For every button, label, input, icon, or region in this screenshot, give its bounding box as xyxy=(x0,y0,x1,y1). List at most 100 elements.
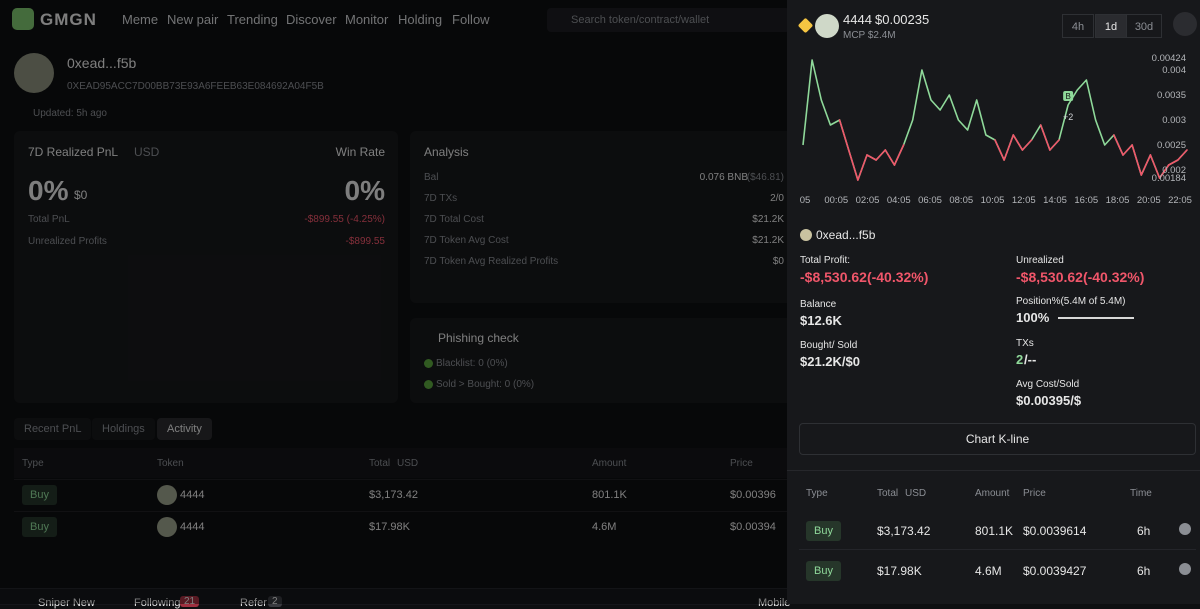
analysis-value: $0 xyxy=(772,256,784,267)
x-tick-label: 04:05 xyxy=(887,195,911,206)
price-line xyxy=(802,59,1188,181)
logo[interactable]: GMGN xyxy=(40,10,97,29)
table-header: Amount xyxy=(592,458,627,469)
footer-badge: 21 xyxy=(180,596,200,607)
wallet-address[interactable]: 0XEAD95ACC7D00BB73E93A6FEEB63E084692A04F… xyxy=(67,81,324,92)
buy-badge: Buy xyxy=(22,517,57,537)
divider xyxy=(787,470,1200,471)
pnl-title: 7D Realized PnL xyxy=(28,145,119,159)
x-tick-label: 14:05 xyxy=(1043,195,1067,206)
status-dot xyxy=(424,380,433,389)
nav-link[interactable]: Meme xyxy=(122,12,159,27)
row-divider xyxy=(799,549,1196,550)
analysis-label: 7D Token Avg Cost xyxy=(424,235,509,246)
explorer-icon[interactable] xyxy=(1179,563,1191,575)
pnl-row-value: -$899.55 xyxy=(345,236,385,247)
token-icon xyxy=(815,14,839,38)
position-bar xyxy=(1058,317,1134,319)
token-price: $0.00235 xyxy=(875,12,930,27)
nav-link[interactable]: Discover xyxy=(286,12,337,27)
x-tick-label: 05 xyxy=(800,195,811,206)
tab[interactable]: Holdings xyxy=(92,418,155,440)
nav-link[interactable]: Trending xyxy=(227,12,278,27)
txs-sell: /-- xyxy=(1024,352,1037,367)
pnl-pct: 0% xyxy=(28,175,69,206)
amount: 4.6M xyxy=(592,521,617,533)
table-header: Price xyxy=(730,458,753,469)
overlay[interactable] xyxy=(0,0,787,604)
stat-value: 100% xyxy=(1016,310,1050,325)
stat-value: -$8,530.62(-40.32%) xyxy=(1016,269,1145,285)
x-tick-label: 16:05 xyxy=(1074,195,1098,206)
table-header: Price xyxy=(1023,488,1046,499)
price-segment-down xyxy=(1122,144,1133,156)
table-header: Type xyxy=(22,458,44,469)
panel-wallet: 0xead...f5b xyxy=(816,228,876,242)
kline-button[interactable]: Chart K-line xyxy=(799,423,1196,455)
price-segment-down xyxy=(1113,134,1124,156)
tab[interactable]: Recent PnL xyxy=(14,418,92,440)
amount: 4.6M xyxy=(975,564,1002,578)
token-mcp: MCP $2.4M xyxy=(843,30,896,41)
stat-label: Balance xyxy=(800,299,837,310)
explorer-icon[interactable] xyxy=(1179,523,1191,535)
tab[interactable]: Activity xyxy=(157,418,212,440)
status-dot xyxy=(424,359,433,368)
price: $0.00394 xyxy=(730,521,776,533)
pnl-row-label: Total PnL xyxy=(28,214,70,225)
buy-badge[interactable]: Buy xyxy=(806,521,841,541)
annotation: +2 xyxy=(1063,112,1073,122)
analysis-value: $21.2K xyxy=(752,235,784,246)
stat-label: Bought/ Sold xyxy=(800,340,858,351)
buy-badge[interactable]: Buy xyxy=(806,561,841,581)
table-header: Token xyxy=(157,458,184,469)
nav-link[interactable]: Follow xyxy=(452,12,490,27)
y-tick-label: 0.004 xyxy=(1162,65,1186,76)
pnl-row-label: Unrealized Profits xyxy=(28,236,107,247)
range-button[interactable]: 30d xyxy=(1126,14,1162,38)
price-segment-down xyxy=(893,144,905,166)
total: $3,173.42 xyxy=(369,489,418,501)
stat-label: Unrealized xyxy=(1016,255,1064,266)
avatar xyxy=(14,53,54,93)
close-button[interactable] xyxy=(1173,12,1197,36)
token-icon xyxy=(157,485,177,505)
search-box[interactable]: Search token/contract/wallet xyxy=(547,8,790,32)
x-tick-label: 10:05 xyxy=(981,195,1005,206)
table-header: Total xyxy=(877,488,899,499)
price-segment-down xyxy=(857,154,868,181)
row-divider xyxy=(14,511,800,512)
price-segment-down xyxy=(1149,154,1161,179)
table-header: USD xyxy=(905,488,927,499)
stat-label: Total Profit: xyxy=(800,255,851,266)
amount: 801.1K xyxy=(975,524,1014,538)
price-segment-down xyxy=(1049,139,1060,151)
footer-badge: 2 xyxy=(268,596,282,607)
win-rate-label: Win Rate xyxy=(335,145,385,159)
x-tick-label: 22:05 xyxy=(1168,195,1192,206)
buy-badge: Buy xyxy=(22,485,57,505)
trade-marker xyxy=(1063,91,1074,101)
nav-link[interactable]: Holding xyxy=(398,12,443,27)
range-button[interactable]: 4h xyxy=(1062,14,1094,38)
x-tick-label: 06:05 xyxy=(918,195,942,206)
analysis-label: 7D Token Avg Realized Profits xyxy=(424,256,559,267)
analysis-label: 7D Total Cost xyxy=(424,214,484,225)
price-segment-down xyxy=(875,149,887,161)
nav-link[interactable]: Monitor xyxy=(345,12,389,27)
stat-value: -$8,530.62(-40.32%) xyxy=(800,269,929,285)
y-tick-label: 0.002 xyxy=(1162,165,1186,176)
analysis-value: 0.076 BNB xyxy=(699,172,748,183)
phishing-row: Sold > Bought: 0 (0%) xyxy=(436,379,535,390)
txs-buy: 2 xyxy=(1016,352,1024,367)
table-header: Amount xyxy=(975,488,1010,499)
price-segment-down xyxy=(1021,139,1033,151)
nav-link[interactable]: New pair xyxy=(167,12,219,27)
price-segment-down xyxy=(1012,134,1024,151)
token-icon xyxy=(157,517,177,537)
token-name: 4444 xyxy=(843,12,872,27)
price: $0.0039427 xyxy=(1023,564,1087,578)
phishing-title: Phishing check xyxy=(438,331,519,345)
table-header: Total xyxy=(369,458,391,469)
